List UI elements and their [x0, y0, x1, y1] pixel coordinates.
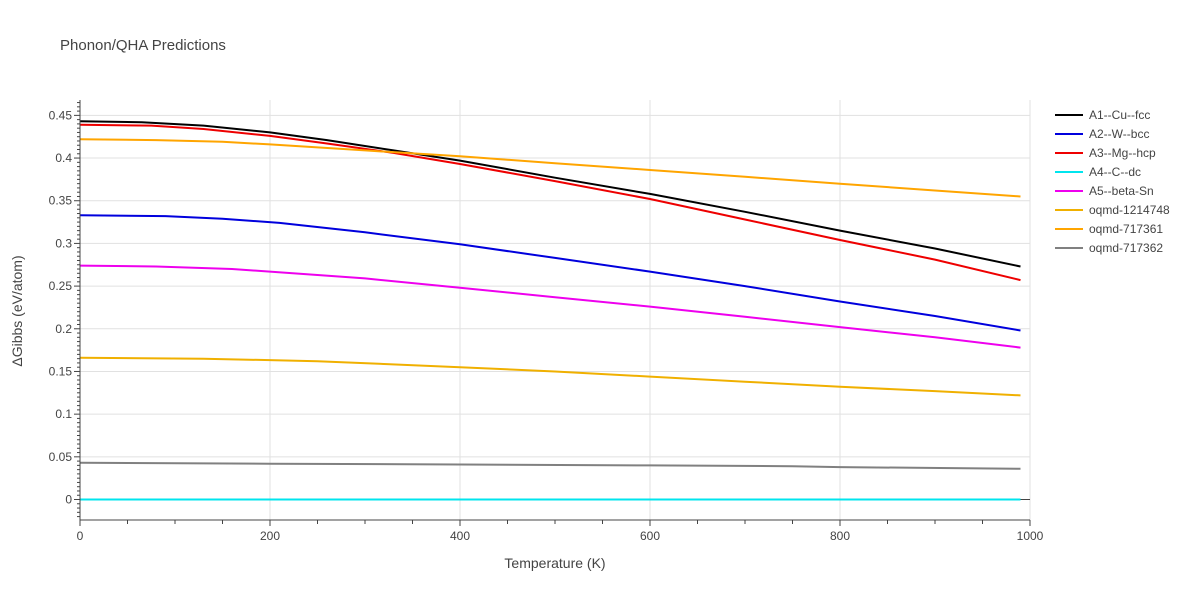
- y-tick-label: 0.4: [55, 151, 72, 165]
- legend-label: oqmd-717362: [1089, 241, 1163, 255]
- x-axis-label: Temperature (K): [504, 555, 605, 571]
- y-tick-label: 0.45: [49, 108, 73, 122]
- x-tick-label: 800: [830, 529, 850, 543]
- legend: A1--Cu--fcc A2--W--bcc A3--Mg--hcp A4--C--d…: [1055, 108, 1170, 255]
- y-tick-label: 0.05: [49, 450, 73, 464]
- legend-label: A2--W--bcc: [1089, 127, 1149, 141]
- series-line-A3--Mg--hcp: [79, 123, 1021, 282]
- series-line-A1--Cu--fcc: [79, 120, 1021, 268]
- y-tick-label: 0: [65, 493, 72, 507]
- legend-label: A1--Cu--fcc: [1089, 108, 1150, 122]
- legend-label: A5--beta-Sn: [1089, 184, 1154, 198]
- y-axis-label: ΔGibbs (eV/atom): [9, 255, 25, 366]
- series-line-oqmd-1214748: [79, 356, 1021, 397]
- legend-label: oqmd-717361: [1089, 222, 1163, 236]
- legend-label: oqmd-1214748: [1089, 203, 1170, 217]
- axes: 0 200 400 600 800 1000 0 0.05 0.1 0.15 0.2 0.25 0.3 0…: [49, 100, 1044, 543]
- series-line-oqmd-717362: [79, 461, 1021, 470]
- y-tick-label: 0.25: [49, 279, 73, 293]
- y-tick-label: 0.15: [49, 364, 73, 378]
- y-tick-label: 0.35: [49, 194, 73, 208]
- x-tick-label: 200: [260, 529, 280, 543]
- legend-label: A3--Mg--hcp: [1089, 146, 1156, 160]
- y-tick-label: 0.3: [55, 236, 72, 250]
- legend-label: A4--C--dc: [1089, 165, 1141, 179]
- y-tick-label: 0.1: [55, 407, 72, 421]
- x-tick-label: 0: [77, 529, 84, 543]
- y-tick-label: 0.2: [55, 322, 72, 336]
- x-tick-label: 1000: [1017, 529, 1044, 543]
- series-line-A5--beta-Sn: [79, 264, 1021, 349]
- chart-title: Phonon/QHA Predictions: [60, 37, 226, 54]
- x-tick-label: 400: [450, 529, 470, 543]
- x-tick-label: 600: [640, 529, 660, 543]
- series-line-A2--W--bcc: [79, 214, 1021, 332]
- series-lines: [79, 120, 1021, 501]
- series-line-oqmd-717361: [79, 138, 1021, 198]
